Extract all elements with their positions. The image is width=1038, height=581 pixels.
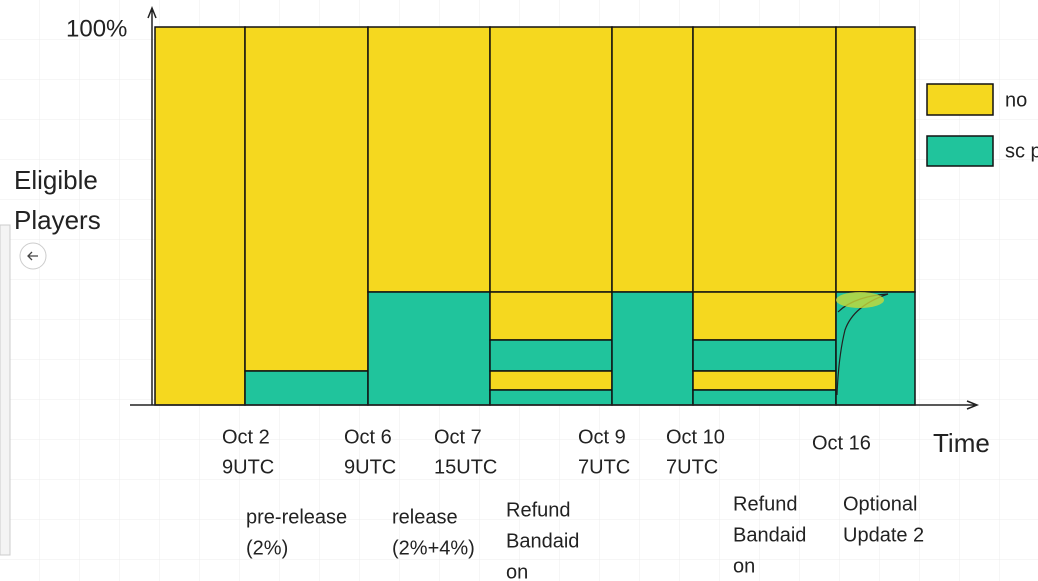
block — [835, 291, 916, 406]
columns — [154, 26, 916, 406]
block — [489, 339, 613, 372]
y-label: Players — [14, 205, 101, 235]
date-label: 7UTC — [666, 456, 718, 478]
annotation: (2%) — [246, 537, 288, 559]
labels: Oct 2 9UTC Oct 6 9UTC Oct 7 15UTC Oct 9 7UTC Oct… — [222, 426, 924, 581]
date-label: 9UTC — [222, 456, 274, 478]
block — [154, 26, 246, 406]
y-top-label: 100% — [66, 15, 127, 42]
block — [611, 26, 694, 293]
annotation: Refund — [506, 499, 571, 521]
date-label: 15UTC — [434, 456, 497, 478]
block — [244, 370, 369, 406]
annotation: Bandaid — [733, 524, 806, 546]
annotation: Bandaid — [506, 530, 579, 552]
block — [611, 291, 694, 406]
block — [692, 339, 837, 372]
block — [244, 26, 369, 372]
block — [489, 26, 613, 293]
date-label: Oct 10 — [666, 426, 725, 448]
side-panel — [0, 224, 11, 556]
block — [692, 370, 837, 391]
block — [489, 291, 613, 341]
annotation: on — [733, 555, 755, 577]
back-arrow — [27, 251, 38, 261]
date-label: Oct 9 — [578, 426, 626, 448]
x-axis — [130, 400, 980, 410]
block — [367, 291, 491, 406]
annotation: release — [392, 506, 458, 528]
legend-swatch — [926, 135, 994, 167]
annotation: (2%+4%) — [392, 537, 475, 559]
date-label: Oct 2 — [222, 426, 270, 448]
block — [835, 26, 916, 293]
date-label: 7UTC — [578, 456, 630, 478]
block — [692, 26, 837, 293]
date-label: 9UTC — [344, 456, 396, 478]
block — [692, 389, 837, 406]
block — [692, 291, 837, 341]
date-label: Oct 7 — [434, 426, 482, 448]
date-label: Oct 16 — [812, 432, 871, 454]
legend-label: sc p — [1005, 140, 1038, 162]
highlight — [836, 292, 884, 308]
annotation: Optional — [843, 493, 918, 515]
y-axis — [147, 5, 157, 405]
annotation: pre-release — [246, 506, 347, 528]
annotation: Update 2 — [843, 524, 924, 546]
legend-label: no — [1005, 89, 1027, 111]
y-label: Eligible — [14, 165, 98, 195]
date-label: Oct 6 — [344, 426, 392, 448]
block — [367, 26, 491, 293]
block — [489, 370, 613, 391]
legend-swatch — [926, 83, 994, 116]
annotation: on — [506, 561, 528, 581]
block — [489, 389, 613, 406]
annotation: Refund — [733, 493, 798, 515]
x-label: Time — [933, 428, 990, 458]
